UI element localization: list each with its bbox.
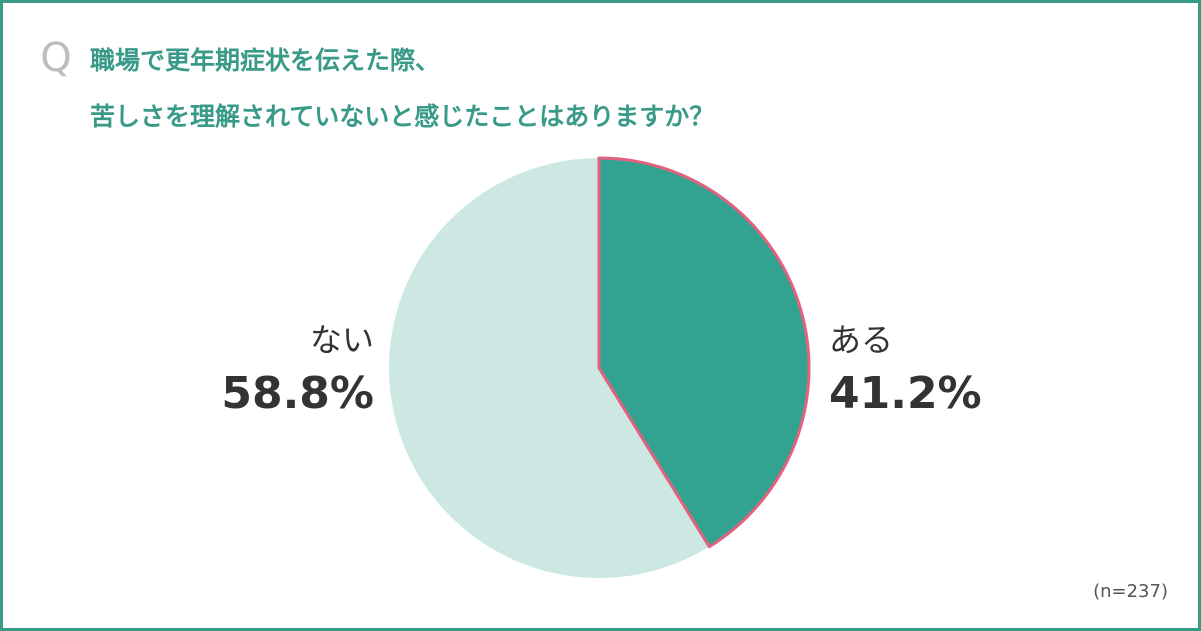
slice-value-label: 58.8%: [221, 368, 374, 419]
pie-slice: [389, 158, 710, 578]
sample-note: (n=237): [1093, 581, 1168, 602]
slice-value-label: 41.2%: [829, 368, 982, 419]
title-line: 職場で更年期症状を伝えた際、: [90, 46, 440, 75]
pie-slice: [597, 156, 811, 549]
slice-label: ない: [310, 321, 374, 359]
title-line: 苦しさを理解されていないと感じたことはありますか？: [90, 102, 714, 131]
question-marker: Q: [40, 35, 71, 81]
slice-label: ある: [829, 321, 893, 359]
